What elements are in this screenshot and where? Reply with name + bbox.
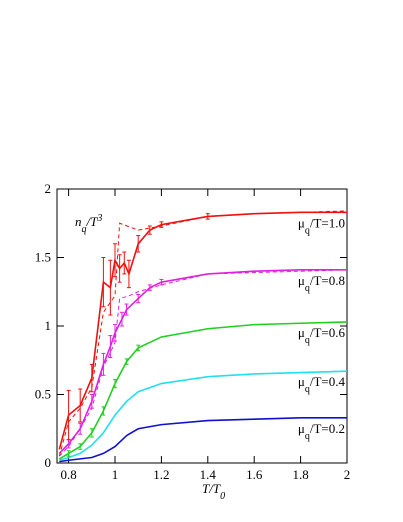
error-bar [78,443,83,450]
x-tick-label: 1.6 [246,467,263,482]
error-bar [136,293,141,304]
label-part: q [305,282,310,293]
dashed-line [58,269,348,457]
error-bar [66,389,71,441]
line [58,269,347,454]
error-bar [101,406,106,416]
line [58,321,348,460]
error-bar [101,352,106,376]
y-tick-label: 0 [45,455,52,470]
label-part: μ [298,325,305,340]
line [59,416,347,463]
series-label: μq/T=1.0 [298,215,345,236]
label-part: μ [298,421,305,436]
label-part: /T=1.0 [310,215,345,230]
series-label: μq/T=0.4 [298,374,346,395]
y-tick-label: 1.5 [35,250,51,265]
line [59,370,348,462]
y-tick-label: 1 [45,318,52,333]
label-part: μ [298,273,305,288]
x-tick-label: 1.4 [200,467,217,482]
label-part: q [305,225,310,236]
x-tick-label: 2 [344,467,351,482]
y-axis-label: nq/T3 [75,213,102,235]
series-label: μq/T=0.2 [298,421,345,442]
label-part: /T [86,214,99,229]
label-part: μ [298,215,305,230]
x-axis-label: T/T0 [202,481,225,502]
error-bar [117,254,122,283]
label-part: 0 [220,491,225,502]
label-part: q [305,334,310,345]
error-bar [122,251,127,275]
error-bar [101,257,106,308]
series-label: μq/T=0.6 [298,325,346,346]
label-part: T/T [202,481,221,496]
x-tick-label: 1.8 [292,467,308,482]
x-tick-label: 1.2 [153,467,169,482]
error-bar [124,303,129,316]
y-tick-label: 0.5 [35,387,51,402]
label-part: q [305,430,310,441]
label-part: q [82,224,87,235]
dashed-line [58,210,348,457]
label-part: n [75,214,82,229]
error-bar [113,378,117,389]
label-part: 3 [96,213,102,224]
label-part: μ [298,374,305,389]
x-tick-label: 1 [112,467,119,482]
label-part: /T=0.4 [310,374,346,389]
error-bar [147,225,152,235]
error-bar [78,422,83,435]
label-part: /T=0.2 [310,421,345,436]
x-tick-label: 0.8 [60,467,76,482]
error-bar [126,259,131,289]
error-bar [136,235,141,253]
error-bar [147,284,152,291]
error-bar [78,388,83,423]
label-part: /T=0.6 [310,325,346,340]
label-part: /T=0.8 [310,273,345,288]
y-tick-label: 2 [45,181,52,196]
error-bar [108,335,113,359]
label-part: q [305,384,310,395]
error-bar [66,450,71,457]
error-bar [119,311,124,327]
series-label: μq/T=0.8 [298,273,345,294]
error-bar [136,344,141,352]
error-bar [124,358,129,365]
error-bar [89,428,94,438]
error-bar [108,259,113,316]
